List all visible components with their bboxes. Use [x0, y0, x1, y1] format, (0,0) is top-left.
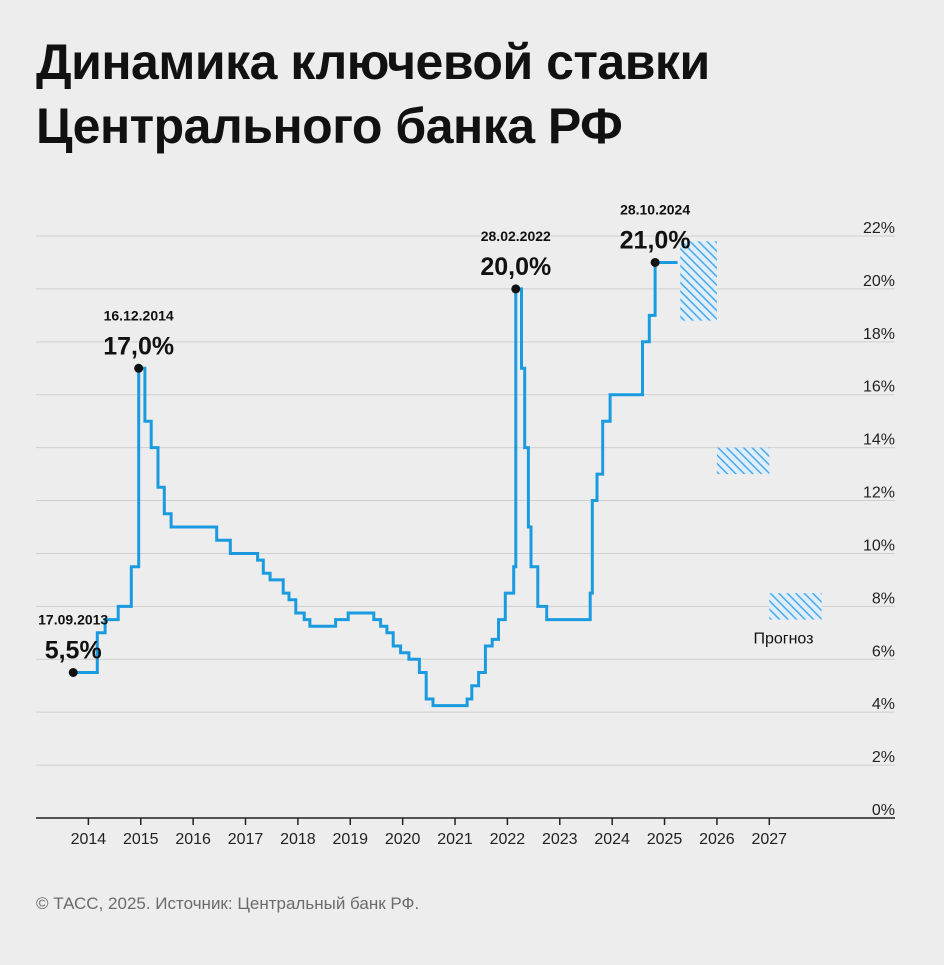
y-tick-label: 0% [872, 802, 895, 819]
annotations: 17.09.2013 5,5% 16.12.2014 17,0% 28.02.2022 2… [38, 201, 691, 677]
forecast-range-3 [769, 593, 822, 620]
key-rate-line [73, 261, 678, 708]
y-tick-label: 8% [872, 590, 895, 607]
forecast-ranges: Прогноз [680, 241, 822, 648]
y-tick-label: 18% [863, 326, 895, 343]
page-title: Динамика ключевой ставки Центрального ба… [36, 30, 916, 158]
axes: 0% 2% 4% 6% 8% 10% 12% 14% 16% 18% 20% 22% 2014 2015 2… [36, 220, 895, 848]
annotation-dot [134, 363, 144, 373]
forecast-label: Прогноз [753, 631, 813, 648]
series [73, 261, 678, 708]
y-tick-label: 4% [872, 696, 895, 713]
x-tick-label: 2023 [542, 831, 578, 848]
annotation-date: 28.02.2022 [481, 228, 551, 244]
annotation-date: 28.10.2024 [620, 201, 690, 217]
annotation-value: 20,0% [480, 253, 551, 281]
x-tick-label: 2024 [594, 831, 630, 848]
x-tick-label: 2025 [647, 831, 683, 848]
annotation-date: 17.09.2013 [38, 612, 108, 628]
y-tick-label: 14% [863, 432, 895, 449]
y-tick-label: 2% [872, 749, 895, 766]
x-tick-label: 2021 [437, 831, 473, 848]
forecast-range-2 [716, 447, 770, 475]
x-tick-label: 2014 [71, 831, 107, 848]
x-tick-label: 2017 [228, 831, 264, 848]
x-tick-label: 2020 [385, 831, 421, 848]
x-tick-label: 2019 [332, 831, 368, 848]
x-tick-label: 2015 [123, 831, 159, 848]
title-line-1: Динамика ключевой ставки [36, 34, 710, 90]
x-tick-label: 2016 [175, 831, 211, 848]
y-tick-label: 16% [863, 379, 895, 396]
y-tick-label: 10% [863, 537, 895, 554]
y-tick-label: 22% [863, 220, 895, 237]
annotation-dot [511, 284, 521, 294]
source-footer: © ТАСС, 2025. Источник: Центральный банк… [36, 894, 420, 913]
annotation-dot [68, 668, 78, 677]
annotation-value: 5,5% [45, 637, 102, 665]
annotation-dot [650, 257, 660, 267]
annotation-value: 17,0% [103, 332, 174, 360]
y-tick-label: 20% [863, 273, 895, 290]
x-tick-label: 2026 [699, 831, 735, 848]
forecast-range-1 [680, 241, 717, 321]
x-tick-label: 2018 [280, 831, 316, 848]
y-tick-label: 6% [872, 643, 895, 660]
annotation-date: 16.12.2014 [104, 307, 174, 323]
y-tick-label: 12% [863, 485, 895, 502]
annotation-value: 21,0% [620, 226, 691, 254]
x-tick-label: 2027 [751, 831, 787, 848]
title-line-2: Центрального банка РФ [36, 98, 623, 154]
x-tick-label: 2022 [490, 831, 526, 848]
